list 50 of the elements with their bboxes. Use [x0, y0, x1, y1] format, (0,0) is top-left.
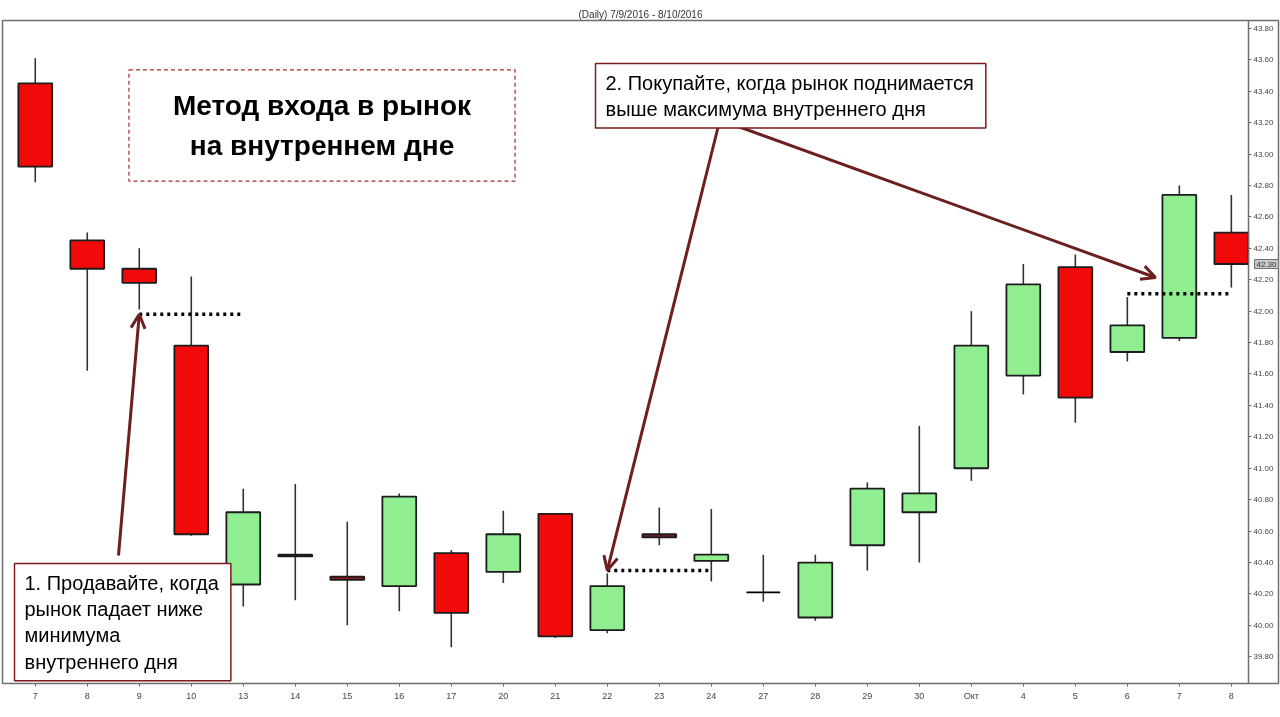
y-tick-label: 41.80 [1253, 338, 1275, 348]
x-tick-label: 7 [1176, 690, 1182, 701]
y-tick-label: 41.20 [1253, 432, 1275, 442]
x-tick-label: 20 [498, 690, 509, 701]
x-tick-label: 27 [758, 690, 769, 701]
x-tick-label: Окт [963, 690, 979, 701]
y-tick-label: 43.00 [1253, 149, 1275, 159]
x-tick-label: 8 [84, 690, 90, 701]
x-tick-label: 28 [810, 690, 821, 701]
x-tick-label: 15 [342, 690, 353, 701]
x-tick-label: 17 [446, 690, 457, 701]
y-tick-label: 40.40 [1253, 558, 1275, 568]
y-tick-label: 43.60 [1253, 55, 1275, 65]
x-tick-label: 8 [1228, 690, 1234, 701]
x-tick-label: 24 [706, 690, 717, 701]
annotation: 42.30 [1256, 259, 1278, 269]
x-tick-label: 29 [862, 690, 873, 701]
x-tick-label: 4 [1020, 690, 1026, 701]
y-tick-label: 40.00 [1253, 620, 1275, 630]
text: Метод входа в рынок на внутреннем дне [172, 89, 473, 162]
y-tick-label: 43.40 [1253, 86, 1275, 96]
y-tick-label: 41.60 [1253, 369, 1275, 379]
x-tick-label: 5 [1072, 690, 1078, 701]
x-tick-label: 23 [654, 690, 665, 701]
x-tick-label: 14 [290, 690, 301, 701]
y-tick-label: 40.20 [1253, 589, 1275, 599]
x-tick-label: 6 [1124, 690, 1130, 701]
y-tick-label: 42.40 [1253, 243, 1275, 253]
y-tick-label: 43.80 [1253, 23, 1275, 33]
y-tick-label: 43.20 [1253, 118, 1275, 128]
y-tick-label: 41.00 [1253, 463, 1275, 473]
y-tick-label: 41.40 [1253, 400, 1275, 410]
x-tick-label: 10 [186, 690, 197, 701]
x-tick-label: 21 [550, 690, 561, 701]
y-tick-label: 42.60 [1253, 212, 1275, 222]
x-tick-label: 22 [602, 690, 613, 701]
x-tick-label: 16 [394, 690, 405, 701]
y-tick-label: 42.80 [1253, 180, 1275, 190]
chart-subtitle: (Daily) 7/9/2016 - 8/10/2016 [578, 8, 703, 20]
x-tick-label: 9 [136, 690, 142, 701]
annotation: 1. Продавайте, когда рынок падает ниже минимума внутреннего дня [24, 571, 220, 673]
y-tick-label: 42.20 [1253, 275, 1275, 285]
annotation: 2. Покупайте, когда рынок поднимается выше максимума внутреннего дня [605, 71, 974, 120]
x-tick-label: 30 [914, 690, 925, 701]
y-tick-label: 39.80 [1253, 652, 1275, 662]
y-tick-label: 40.60 [1253, 526, 1275, 536]
y-tick-label: 40.80 [1253, 495, 1275, 505]
x-tick-label: 7 [32, 690, 38, 701]
x-tick-label: 13 [238, 690, 249, 701]
y-tick-label: 42.00 [1253, 306, 1275, 316]
